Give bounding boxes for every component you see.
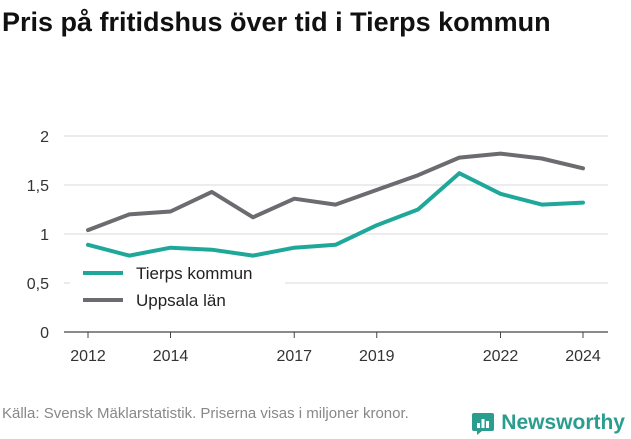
series-line-tierps <box>86 171 585 258</box>
y-tick-label: 1,5 <box>27 178 49 195</box>
y-axis-ticks: 0 0,5 1 1,5 2 <box>27 129 49 342</box>
y-tick-label: 2 <box>40 129 49 146</box>
series-line-uppsala <box>86 151 585 233</box>
brand-name: Newsworthy <box>501 411 625 434</box>
legend: Tierps kommun Uppsala län <box>70 258 285 320</box>
brand-logo[interactable]: Newsworthy <box>471 408 625 438</box>
x-tick-label: 2024 <box>565 348 601 365</box>
x-tick-label: 2019 <box>359 348 395 365</box>
y-tick-label: 0 <box>40 325 49 342</box>
x-tick-label: 2012 <box>70 348 106 365</box>
y-tick-label: 0,5 <box>27 276 49 293</box>
x-tick-label: 2017 <box>276 348 312 365</box>
source-note: Källa: Svensk Mäklarstatistik. Priserna … <box>2 405 409 422</box>
bar-chart-speech-bubble-icon <box>472 413 495 435</box>
legend-label-tierps: Tierps kommun <box>136 264 253 283</box>
x-tick-label: 2022 <box>483 348 519 365</box>
y-tick-label: 1 <box>40 227 49 244</box>
series-lines <box>86 151 585 258</box>
chart-title: Pris på fritidshus över tid i Tierps kom… <box>2 7 551 37</box>
line-chart: 0 0,5 1 1,5 2 2012 2014 2017 2019 2022 2024 Tierp… <box>27 129 608 365</box>
x-axis-ticks: 2012 2014 2017 2019 2022 2024 <box>70 332 601 365</box>
x-tick-label: 2014 <box>153 348 189 365</box>
legend-label-uppsala: Uppsala län <box>136 291 226 310</box>
